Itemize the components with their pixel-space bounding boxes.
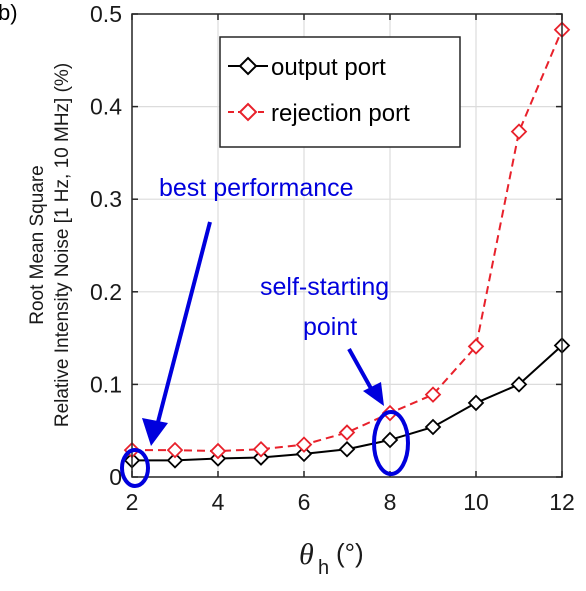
x-axis-label: θ h (°) xyxy=(299,538,364,579)
rejection-port-point xyxy=(295,436,313,453)
annotation-self-starting-line-1: self-starting xyxy=(260,273,389,301)
y-axis-label-line-1: Root Mean Square xyxy=(27,165,48,325)
y-tick-label: 0.5 xyxy=(90,1,122,27)
annotation-best-performance-arrowhead xyxy=(142,418,168,446)
annotation-best-performance-ellipse xyxy=(120,448,150,488)
rejection-port-point xyxy=(338,424,356,441)
rejection-port-point xyxy=(209,442,227,460)
y-tick-label: 0 xyxy=(109,464,122,490)
annotation-self-starting: self-starting point xyxy=(260,273,410,476)
annotation-best-performance-text: best performance xyxy=(159,174,354,202)
x-tick-label: 8 xyxy=(384,489,397,515)
x-axis-label-unit: (°) xyxy=(336,538,364,568)
x-tick-label: 6 xyxy=(298,489,311,515)
output-port-point xyxy=(424,418,442,436)
plot-frame xyxy=(131,13,563,478)
panel-label: b) xyxy=(0,0,18,25)
y-tick-label: 0.3 xyxy=(90,186,122,212)
output-port-point xyxy=(252,449,270,466)
annotation-self-starting-ellipse xyxy=(372,410,410,476)
y-axis-label-line-2: Relative Intensity Noise [1 Hz, 10 MHz] … xyxy=(52,63,73,427)
y-tick-label: 0.1 xyxy=(90,371,122,397)
output-port-point xyxy=(166,452,184,469)
rejection-port-point xyxy=(166,441,184,459)
ticks: 2 4 6 8 10 12 0 0.1 0.2 0.3 0.4 0.5 xyxy=(90,1,575,515)
x-tick-label: 10 xyxy=(463,489,489,515)
annotation-best-performance: best performance xyxy=(120,174,354,488)
y-tick-label: 0.2 xyxy=(90,279,122,305)
x-axis-label-subscript: h xyxy=(318,557,329,579)
legend-output-label: output port xyxy=(271,54,386,81)
rejection-port-point xyxy=(510,123,528,140)
legend-output-marker xyxy=(238,56,258,76)
x-tick-label: 12 xyxy=(549,489,575,515)
annotation-best-performance-arrow xyxy=(156,221,212,423)
legend-box xyxy=(219,36,461,148)
series-line-rejection-port xyxy=(132,29,563,453)
legend: output port rejection port xyxy=(219,36,461,148)
output-port-point xyxy=(295,445,313,463)
rejection-port-point xyxy=(252,440,270,458)
output-port-point xyxy=(467,394,485,412)
output-port-point xyxy=(510,376,528,393)
legend-rejection-label: rejection port xyxy=(271,100,410,127)
rejection-port-point xyxy=(424,386,442,403)
rejection-port-point xyxy=(467,338,485,355)
annotation-self-starting-arrow xyxy=(347,348,375,393)
output-port-point xyxy=(381,431,399,449)
x-tick-label: 2 xyxy=(126,489,139,515)
x-tick-label: 4 xyxy=(212,489,225,515)
annotation-self-starting-line-2: point xyxy=(303,313,357,341)
series-layer xyxy=(123,21,571,469)
x-axis-label-symbol: θ xyxy=(299,538,314,571)
y-tick-label: 0.4 xyxy=(90,94,122,120)
legend-rejection-marker xyxy=(238,102,258,122)
output-port-point xyxy=(338,440,356,458)
annotation-self-starting-arrowhead xyxy=(363,382,384,406)
